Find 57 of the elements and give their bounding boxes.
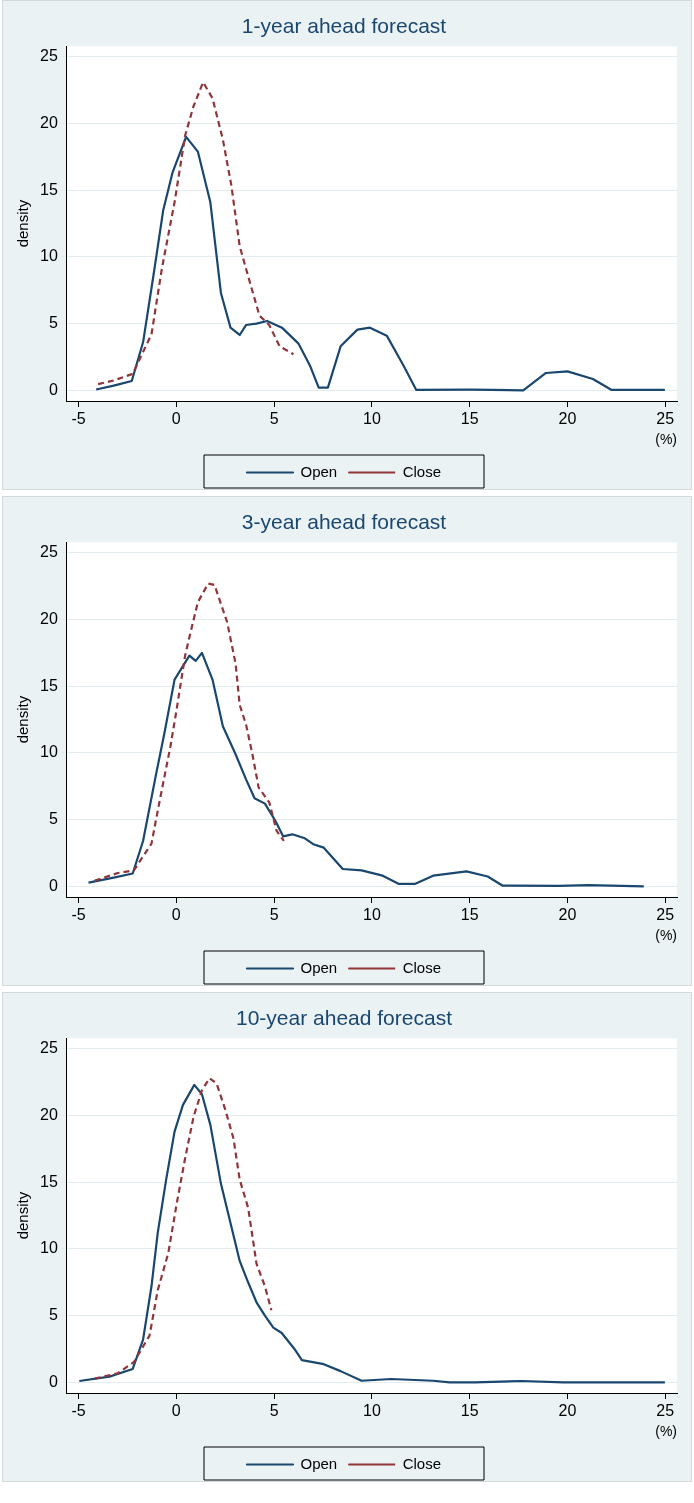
y-tick-label: 5	[48, 1306, 58, 1324]
legend-label: Open	[300, 1454, 338, 1472]
legend-label: Open	[300, 462, 338, 480]
y-tick-label: 15	[40, 1172, 58, 1190]
y-tick-label: 10	[40, 247, 58, 265]
y-tick-label: 0	[48, 876, 58, 894]
x-tick-label: 10	[363, 1402, 381, 1420]
x-tick-label: 0	[171, 410, 181, 428]
y-tick-label: 25	[40, 543, 58, 561]
line-series	[96, 81, 295, 386]
y-tick-label: 25	[40, 47, 58, 65]
x-axis-title: (%)	[655, 927, 677, 944]
x-tick-label: 10	[363, 410, 381, 428]
y-tick-label: 5	[48, 810, 58, 828]
x-tick-label: 5	[269, 1402, 279, 1420]
x-tick-label: 20	[558, 1402, 577, 1420]
x-tick-label: -5	[71, 410, 86, 428]
legend-label: Close	[402, 958, 442, 976]
chart-title: 3-year ahead forecast	[241, 510, 447, 534]
x-tick-label: 20	[558, 906, 577, 924]
y-axis-title: density	[14, 199, 32, 248]
y-tick-label: 15	[40, 676, 58, 694]
x-tick-label: 25	[656, 906, 675, 924]
x-axis-title: (%)	[655, 1423, 677, 1440]
x-tick-label: 20	[558, 410, 577, 428]
x-tick-label: 15	[460, 906, 479, 924]
y-tick-label: 10	[40, 743, 58, 761]
line-series	[93, 1077, 273, 1380]
y-tick-label: 15	[40, 180, 58, 198]
x-tick-label: 0	[171, 906, 181, 924]
x-tick-label: 10	[363, 906, 381, 924]
x-tick-label: 15	[460, 410, 479, 428]
chart-title: 10-year ahead forecast	[236, 1006, 453, 1030]
y-tick-label: 25	[40, 1039, 58, 1057]
x-tick-label: 25	[656, 1402, 675, 1420]
x-tick-label: 5	[269, 410, 279, 428]
chart-title: 1-year ahead forecast	[241, 14, 447, 38]
y-tick-label: 5	[48, 314, 58, 332]
x-tick-label: 15	[460, 1402, 479, 1420]
x-tick-label: 25	[656, 410, 675, 428]
y-axis-title: density	[14, 1191, 32, 1240]
x-tick-label: 0	[171, 1402, 181, 1420]
legend-label: Close	[402, 1454, 442, 1472]
x-tick-label: 5	[269, 906, 279, 924]
y-tick-label: 20	[40, 113, 58, 131]
line-series	[93, 582, 285, 882]
y-axis-title: density	[14, 695, 32, 744]
legend-label: Close	[402, 462, 442, 480]
x-axis-title: (%)	[655, 431, 677, 448]
x-tick-label: -5	[71, 1402, 86, 1420]
x-tick-label: -5	[71, 906, 86, 924]
y-tick-label: 0	[48, 380, 58, 398]
y-tick-label: 20	[40, 609, 58, 627]
y-tick-label: 10	[40, 1239, 58, 1257]
y-tick-label: 0	[48, 1372, 58, 1390]
legend-label: Open	[300, 958, 338, 976]
y-tick-label: 20	[40, 1105, 58, 1123]
